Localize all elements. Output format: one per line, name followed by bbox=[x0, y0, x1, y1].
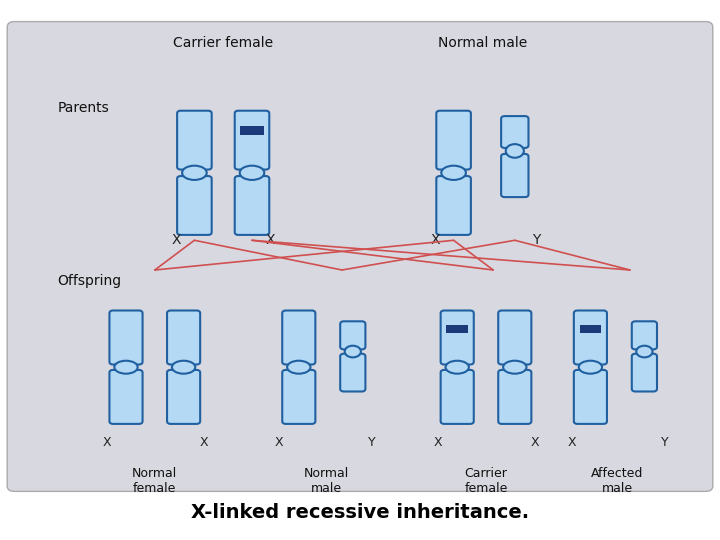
Text: X: X bbox=[531, 436, 539, 449]
Text: Carrier female: Carrier female bbox=[173, 36, 274, 50]
Text: Affected
male: Affected male bbox=[591, 467, 643, 495]
Ellipse shape bbox=[182, 166, 207, 180]
FancyBboxPatch shape bbox=[235, 176, 269, 235]
FancyBboxPatch shape bbox=[632, 321, 657, 349]
Text: Normal male: Normal male bbox=[438, 36, 527, 50]
Text: X: X bbox=[431, 233, 441, 247]
FancyBboxPatch shape bbox=[446, 325, 468, 333]
FancyBboxPatch shape bbox=[498, 310, 531, 365]
FancyBboxPatch shape bbox=[340, 354, 365, 391]
Text: X: X bbox=[171, 233, 181, 247]
FancyBboxPatch shape bbox=[574, 370, 607, 424]
FancyBboxPatch shape bbox=[436, 176, 471, 235]
Text: Y: Y bbox=[661, 436, 668, 449]
FancyBboxPatch shape bbox=[282, 370, 315, 424]
FancyBboxPatch shape bbox=[7, 22, 713, 491]
Text: X: X bbox=[433, 436, 442, 449]
Text: Offspring: Offspring bbox=[58, 274, 122, 288]
Ellipse shape bbox=[503, 361, 526, 374]
FancyBboxPatch shape bbox=[436, 111, 471, 170]
FancyBboxPatch shape bbox=[441, 370, 474, 424]
FancyBboxPatch shape bbox=[632, 354, 657, 391]
FancyBboxPatch shape bbox=[580, 325, 601, 333]
Text: X: X bbox=[265, 233, 275, 247]
Ellipse shape bbox=[287, 361, 310, 374]
FancyBboxPatch shape bbox=[235, 111, 269, 170]
FancyBboxPatch shape bbox=[501, 116, 528, 148]
Ellipse shape bbox=[446, 361, 469, 374]
FancyBboxPatch shape bbox=[501, 154, 528, 197]
Ellipse shape bbox=[240, 166, 264, 180]
Text: X: X bbox=[199, 436, 208, 449]
FancyBboxPatch shape bbox=[167, 370, 200, 424]
FancyBboxPatch shape bbox=[240, 126, 264, 135]
Text: X: X bbox=[568, 436, 577, 449]
Text: Y: Y bbox=[369, 436, 376, 449]
Text: X: X bbox=[275, 436, 284, 449]
FancyBboxPatch shape bbox=[109, 310, 143, 365]
Ellipse shape bbox=[441, 166, 466, 180]
Text: Parents: Parents bbox=[58, 101, 109, 115]
FancyBboxPatch shape bbox=[177, 111, 212, 170]
Text: Normal
female: Normal female bbox=[132, 467, 177, 495]
Ellipse shape bbox=[114, 361, 138, 374]
FancyBboxPatch shape bbox=[282, 310, 315, 365]
Text: X: X bbox=[102, 436, 111, 449]
Text: Carrier
female: Carrier female bbox=[464, 467, 508, 495]
FancyBboxPatch shape bbox=[177, 176, 212, 235]
FancyBboxPatch shape bbox=[167, 310, 200, 365]
FancyBboxPatch shape bbox=[109, 370, 143, 424]
FancyBboxPatch shape bbox=[574, 310, 607, 365]
Ellipse shape bbox=[579, 361, 602, 374]
Ellipse shape bbox=[636, 346, 652, 357]
Ellipse shape bbox=[172, 361, 195, 374]
Ellipse shape bbox=[345, 346, 361, 357]
FancyBboxPatch shape bbox=[498, 370, 531, 424]
Text: Y: Y bbox=[532, 233, 541, 247]
FancyBboxPatch shape bbox=[340, 321, 365, 349]
Text: X-linked recessive inheritance.: X-linked recessive inheritance. bbox=[191, 503, 529, 523]
Text: Normal
male: Normal male bbox=[304, 467, 348, 495]
FancyBboxPatch shape bbox=[441, 310, 474, 365]
Ellipse shape bbox=[505, 144, 524, 158]
